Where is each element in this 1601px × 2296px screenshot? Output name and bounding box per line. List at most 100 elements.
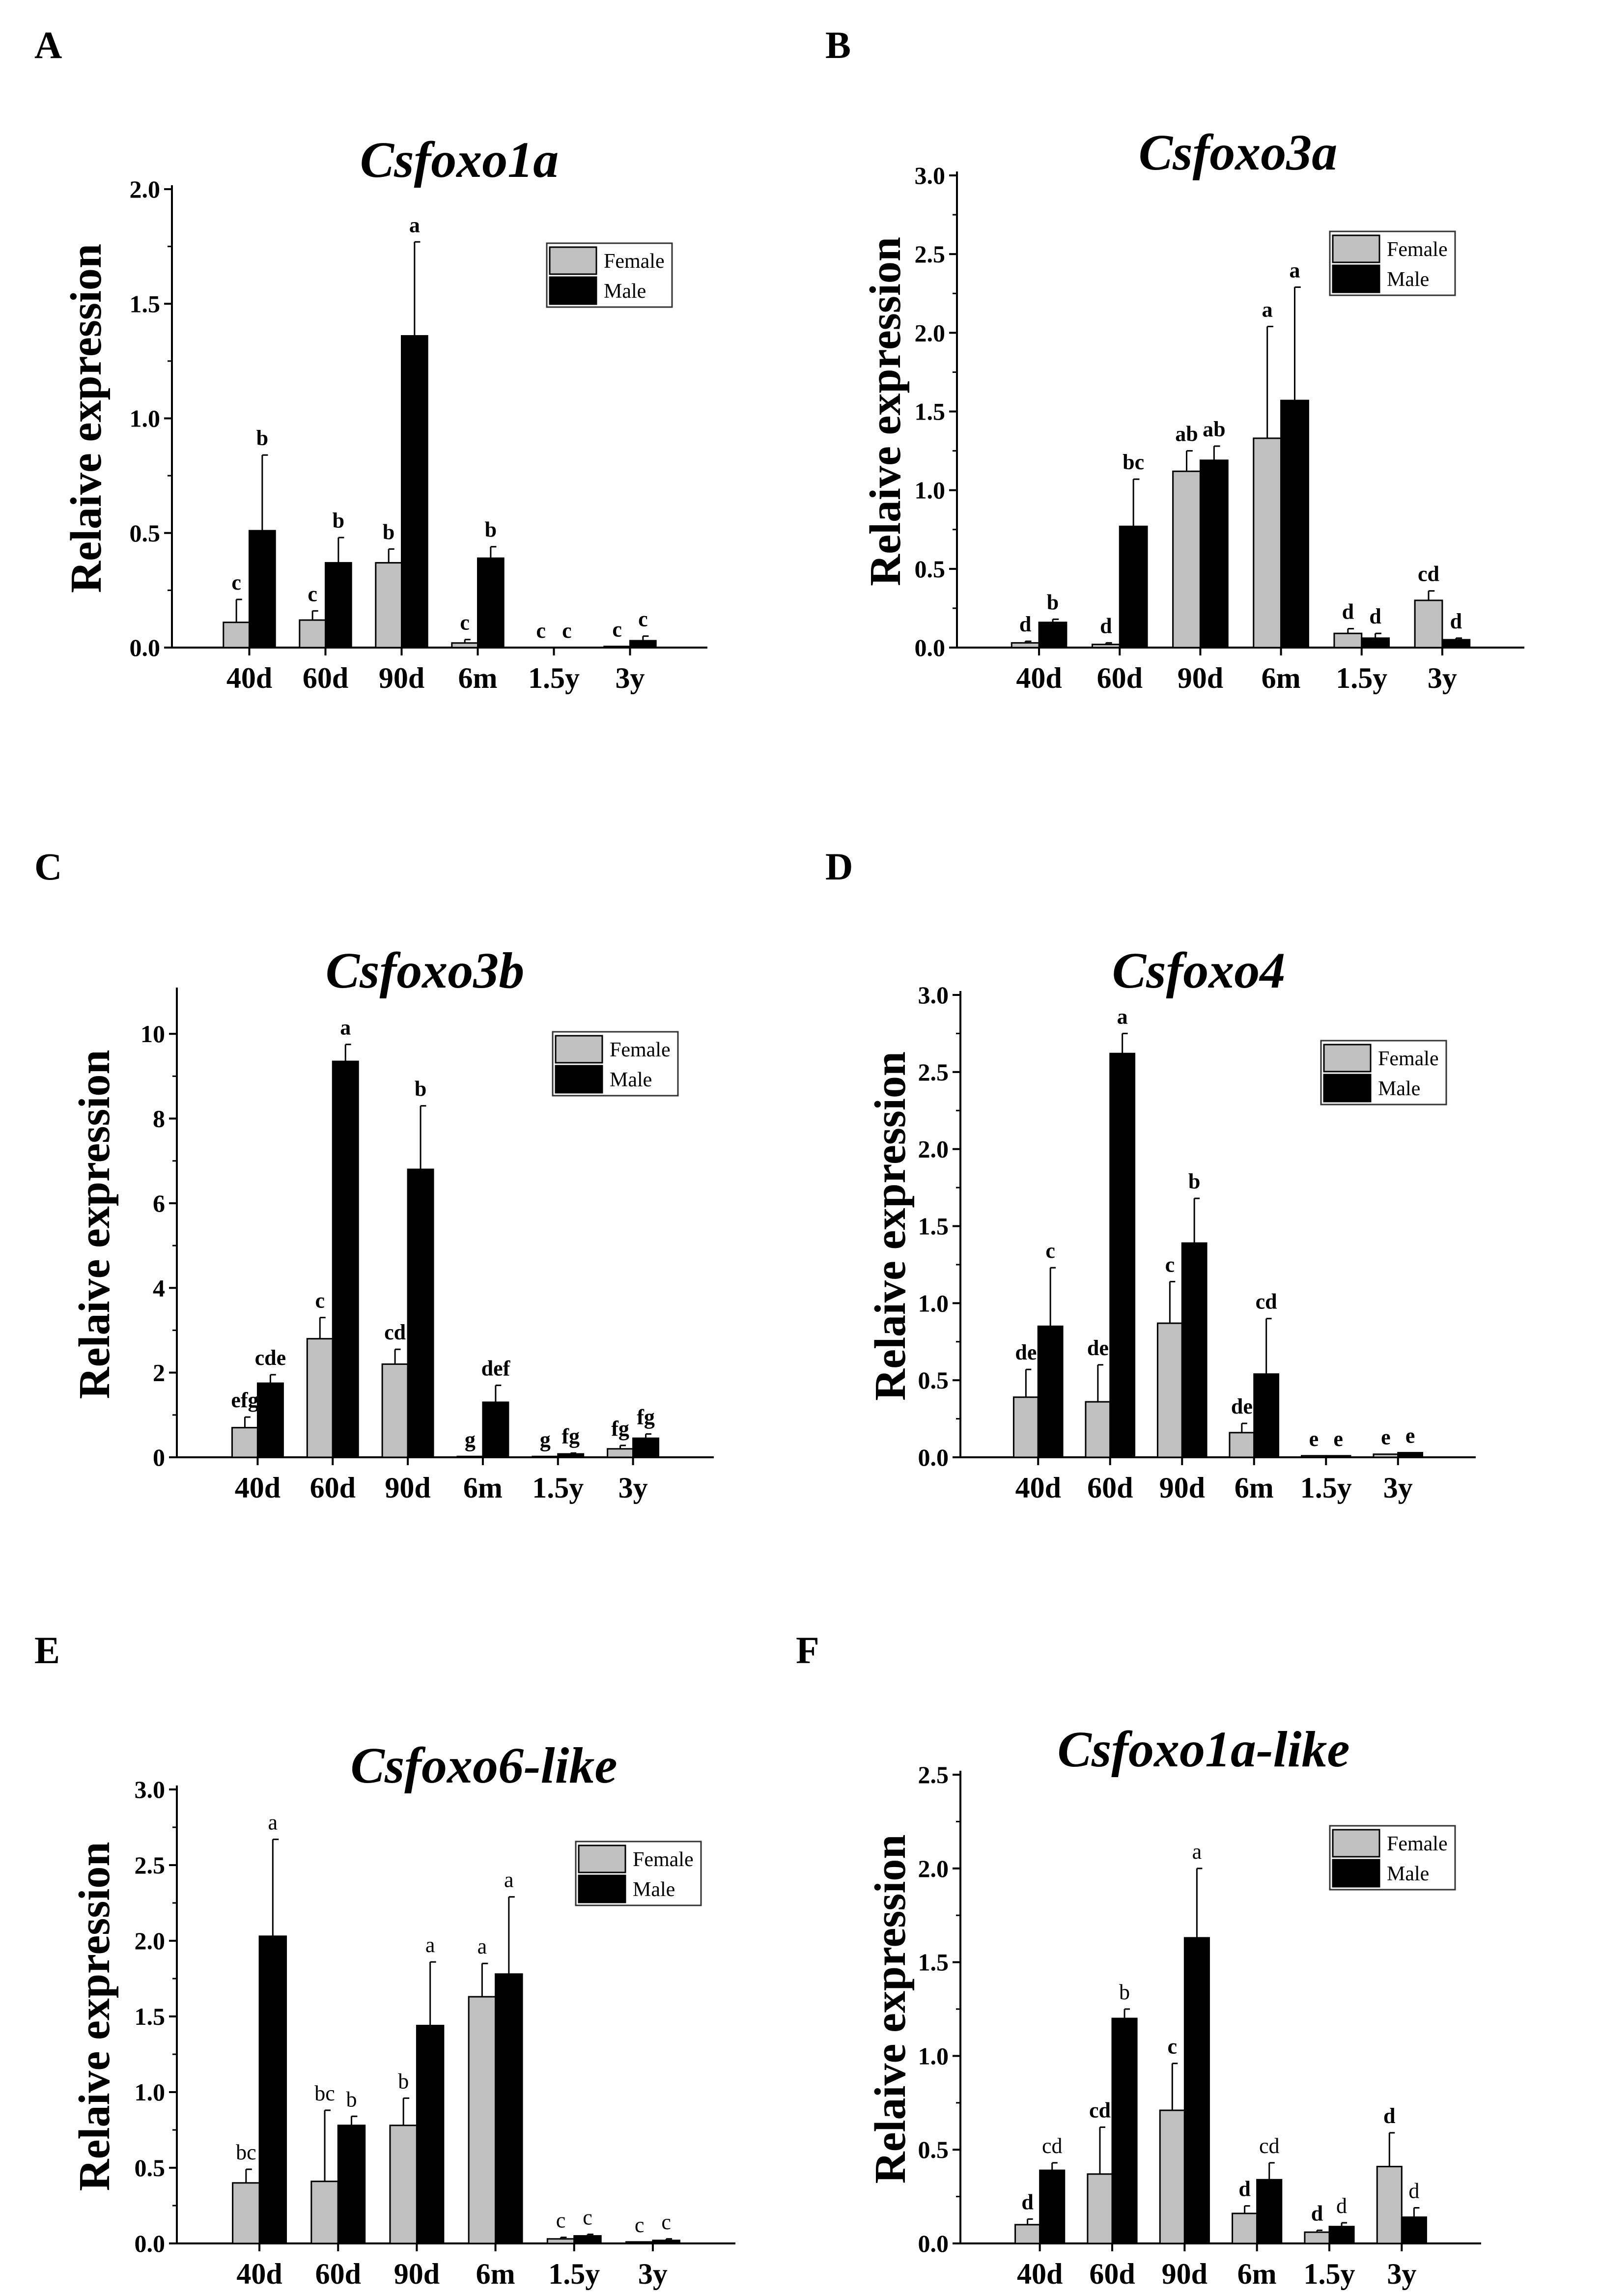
significance-letter: c xyxy=(562,619,572,643)
significance-letter: ab xyxy=(1175,422,1198,446)
legend-label: Male xyxy=(633,1878,675,1901)
significance-letter: e xyxy=(1405,1424,1415,1448)
bar-female xyxy=(389,2125,418,2244)
x-tick-label: 40d xyxy=(1016,662,1062,694)
significance-letter: d xyxy=(1369,604,1381,628)
y-tick-label: 2.0 xyxy=(915,319,946,346)
significance-letter: a xyxy=(425,1933,435,1957)
panel-label: D xyxy=(825,845,853,888)
bar-female xyxy=(607,1448,634,1458)
bar-male xyxy=(1111,2017,1138,2244)
significance-letter: d xyxy=(1408,2179,1419,2203)
bar-female xyxy=(1232,2212,1258,2244)
significance-letter: d xyxy=(1021,2190,1033,2214)
significance-letter: a xyxy=(268,1811,278,1835)
y-tick-label: 1.5 xyxy=(918,1213,949,1240)
x-tick-label: 6m xyxy=(1235,1472,1274,1504)
bar-male xyxy=(256,1382,284,1458)
significance-letter: a xyxy=(340,1016,351,1040)
bar-female xyxy=(1091,644,1121,649)
x-tick-label: 90d xyxy=(394,2258,440,2290)
y-tick-label: 0 xyxy=(153,1444,165,1471)
legend: Female Male xyxy=(1320,1040,1447,1105)
bar-male xyxy=(325,562,352,649)
x-tick-label: 1.5y xyxy=(548,2258,600,2290)
significance-letter: cd xyxy=(384,1320,406,1344)
chart-panel-c: C Csfoxo3b Relaive expression 0 2 4 6 8 10 40d efg… xyxy=(34,845,714,1504)
bar-female xyxy=(1376,2166,1403,2244)
bar-male xyxy=(557,1453,585,1458)
legend-label: Male xyxy=(1387,268,1429,291)
legend-label: Male xyxy=(604,280,646,303)
chart-title: Csfoxo1a-like xyxy=(1057,1721,1349,1778)
legend-label: Male xyxy=(1387,1863,1429,1885)
legend-swatch-male xyxy=(1323,1074,1372,1103)
legend-label: Female xyxy=(610,1039,671,1061)
significance-letter: d xyxy=(1311,2201,1323,2225)
x-tick-label: 1.5y xyxy=(1300,1472,1352,1504)
significance-letter: d xyxy=(1450,609,1462,633)
significance-letter: a xyxy=(504,1868,514,1892)
significance-letter: c xyxy=(1168,2035,1178,2059)
bar-male xyxy=(407,1168,434,1458)
y-axis-label: Relaive expression xyxy=(861,237,910,586)
bar-male xyxy=(1256,2179,1283,2244)
significance-letter: c xyxy=(612,618,622,642)
y-tick-label: 2.5 xyxy=(915,240,946,268)
panel-label: C xyxy=(34,845,62,888)
bar-female xyxy=(232,2182,260,2244)
y-tick-label: 0.5 xyxy=(135,2154,166,2182)
y-tick-label: 2.0 xyxy=(918,1855,949,1882)
x-tick-label: 6m xyxy=(463,1472,503,1504)
x-tick-label: 6m xyxy=(1237,2258,1277,2290)
bar-female xyxy=(381,1363,409,1458)
y-tick-label: 1.5 xyxy=(918,1949,949,1976)
bar-male xyxy=(249,530,276,649)
panel-label: F xyxy=(796,1629,819,1672)
bar-female xyxy=(456,1455,484,1458)
significance-letter: fg xyxy=(637,1405,655,1429)
significance-letter: de xyxy=(1231,1394,1253,1418)
significance-letter: c xyxy=(638,607,648,631)
bar-male xyxy=(1181,1242,1208,1458)
y-tick-label: 1.0 xyxy=(915,477,946,504)
y-tick-label: 0.0 xyxy=(915,634,946,661)
x-tick-label: 60d xyxy=(1097,662,1143,694)
bar-male xyxy=(1038,622,1067,649)
significance-letter: bc xyxy=(1123,450,1144,474)
bar-female xyxy=(223,622,250,649)
y-tick-label: 1.0 xyxy=(135,2078,166,2106)
significance-letter: c xyxy=(308,582,317,606)
bar-female xyxy=(546,2238,575,2244)
x-tick-label: 90d xyxy=(1159,1472,1205,1504)
y-tick-label: 1.0 xyxy=(918,2042,949,2069)
bar-female xyxy=(1087,2173,1113,2244)
legend-swatch-female xyxy=(549,246,597,275)
legend-swatch-female xyxy=(578,1844,626,1873)
bar-female xyxy=(1300,1455,1327,1458)
significance-letter: b xyxy=(1119,1980,1130,2004)
chart-title: Csfoxo3a xyxy=(1139,124,1337,181)
panel-label: A xyxy=(34,24,62,66)
y-axis-label: Relaive expression xyxy=(70,1842,119,2191)
x-tick-label: 6m xyxy=(476,2258,515,2290)
bar-female xyxy=(375,562,402,649)
bar-female xyxy=(468,1996,497,2244)
significance-letter: a xyxy=(1262,298,1273,322)
bar-female xyxy=(1414,599,1443,649)
x-tick-label: 40d xyxy=(236,2258,282,2290)
bar-male xyxy=(1037,1325,1064,1458)
y-tick-label: 2 xyxy=(153,1359,165,1387)
legend-swatch-female xyxy=(1332,1829,1380,1858)
significance-letter: ab xyxy=(1203,417,1225,441)
bar-male xyxy=(1328,2226,1355,2244)
significance-letter: bc xyxy=(314,2081,335,2105)
y-tick-label: 1.5 xyxy=(915,398,946,425)
bar-male xyxy=(1397,1452,1424,1458)
bar-female xyxy=(1333,632,1363,649)
x-tick-label: 60d xyxy=(303,662,348,694)
legend-swatch-female xyxy=(555,1035,603,1064)
x-tick-label: 60d xyxy=(310,1472,356,1504)
bar-male xyxy=(1401,2216,1427,2244)
x-tick-label: 90d xyxy=(385,1472,430,1504)
